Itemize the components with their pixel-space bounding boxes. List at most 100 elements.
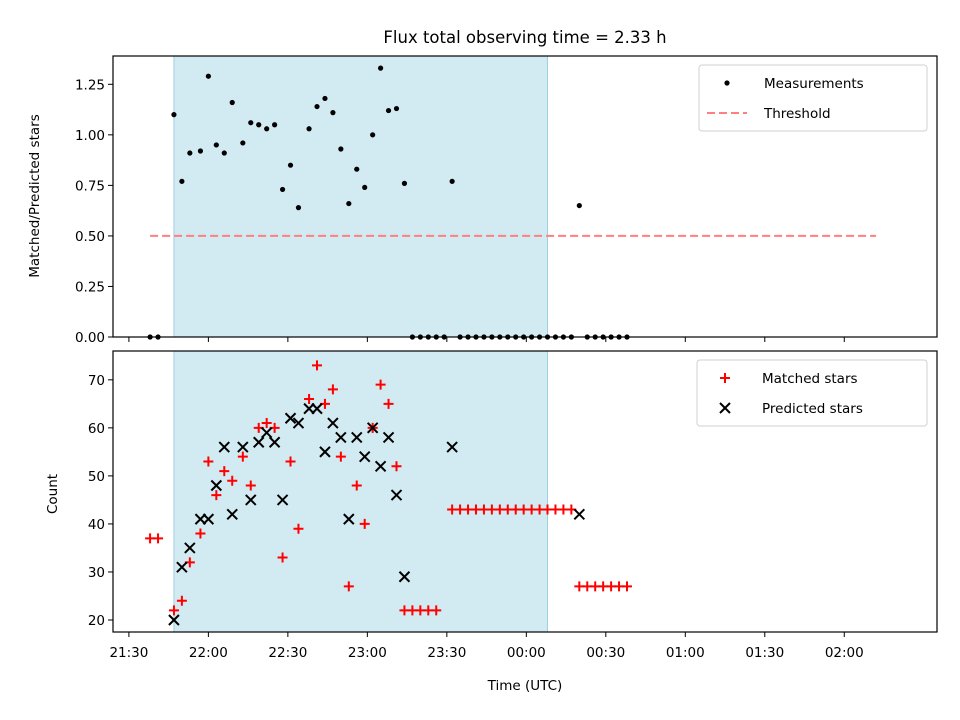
data-point — [393, 105, 400, 112]
data-point — [227, 475, 238, 486]
data-point — [187, 150, 193, 156]
data-point — [375, 379, 386, 390]
data-point — [245, 494, 257, 506]
data-point — [248, 120, 254, 126]
data-point — [311, 402, 323, 415]
x-tick-label: 00:00 — [507, 645, 546, 661]
data-point — [304, 394, 315, 405]
bottom-y-axis-label: Count — [45, 474, 61, 514]
x-tick-label: 22:00 — [189, 645, 228, 661]
data-point — [622, 581, 633, 592]
data-point — [153, 533, 164, 544]
data-point — [221, 150, 227, 156]
series-predicted-stars — [168, 402, 586, 626]
data-point — [229, 99, 235, 106]
data-point — [261, 418, 272, 429]
data-point — [573, 508, 586, 521]
data-point — [390, 489, 403, 501]
legend-marker — [719, 402, 731, 414]
data-point — [391, 461, 402, 472]
data-point — [171, 112, 177, 118]
data-point — [245, 480, 256, 491]
x-tick-label: 02:00 — [825, 645, 864, 661]
data-point — [449, 178, 455, 184]
y-tick-label: 0.25 — [75, 279, 105, 295]
data-point — [287, 162, 294, 168]
data-point — [378, 65, 384, 71]
x-tick-label: 23:30 — [427, 645, 466, 661]
y-tick-label: 30 — [88, 565, 105, 581]
data-point — [197, 148, 204, 154]
data-point — [253, 436, 265, 448]
y-tick-label: 0.00 — [75, 330, 105, 346]
data-point — [446, 441, 458, 453]
legend: Measurements Threshold — [698, 64, 928, 132]
data-point — [330, 110, 336, 116]
observing-span — [173, 55, 549, 338]
data-point — [268, 436, 281, 448]
y-tick-label: 40 — [88, 517, 105, 533]
data-point — [237, 451, 248, 462]
data-point — [210, 479, 223, 492]
panel-2: 21:30 22:00 22:30 23:00 23:30 00:00 00:30 01:00… — [88, 350, 938, 661]
data-point — [359, 518, 370, 529]
data-point — [306, 126, 312, 132]
data-point — [264, 126, 270, 132]
legend-marker — [720, 373, 730, 383]
data-point — [277, 552, 288, 563]
data-point — [237, 441, 249, 453]
data-point — [322, 95, 328, 102]
y-tick-label: 70 — [88, 373, 105, 389]
data-point — [195, 528, 206, 539]
y-tick-label: 1.25 — [75, 77, 105, 93]
data-point — [240, 140, 246, 146]
data-point — [576, 202, 582, 209]
data-point — [226, 508, 238, 521]
data-point — [284, 412, 297, 424]
data-point — [362, 184, 368, 191]
x-axis-label: Time (UTC) — [487, 678, 563, 694]
legend-box — [698, 64, 928, 132]
data-point — [179, 178, 185, 184]
plot-frame — [112, 55, 938, 338]
data-point — [218, 441, 230, 453]
x-tick-label: 22:30 — [268, 645, 307, 661]
data-point — [383, 398, 394, 409]
data-point — [168, 605, 179, 616]
data-point — [351, 431, 363, 444]
data-point — [260, 426, 273, 439]
data-point — [279, 186, 286, 193]
data-point — [327, 384, 338, 395]
legend-label: Threshold — [763, 106, 831, 122]
y-tick-label: 0.75 — [75, 178, 105, 194]
y-tick-label: 60 — [88, 421, 105, 437]
data-point — [343, 581, 354, 592]
legend-label: Matched stars — [762, 371, 858, 387]
data-point — [370, 132, 376, 138]
data-point — [285, 456, 296, 467]
data-point — [276, 494, 289, 506]
top-y-axis-label: Matched/Predicted stars — [27, 114, 43, 277]
data-point — [335, 431, 347, 444]
data-point — [374, 460, 387, 472]
data-point — [382, 431, 395, 444]
data-point — [203, 456, 214, 467]
legend-label: Predicted stars — [762, 401, 863, 417]
data-point — [272, 122, 278, 128]
data-point — [343, 513, 355, 525]
data-point — [293, 523, 304, 534]
data-point — [385, 107, 392, 114]
data-point — [314, 103, 320, 110]
data-point — [176, 595, 187, 606]
data-point — [431, 605, 442, 616]
x-tick-label: 01:00 — [666, 645, 705, 661]
legend: Matched stars Predicted stars — [696, 359, 928, 427]
data-point — [401, 180, 408, 186]
y-tick-label: 20 — [88, 613, 105, 629]
data-point — [295, 205, 302, 211]
data-point — [205, 73, 211, 79]
data-point — [346, 200, 352, 207]
legend-label: Measurements — [764, 76, 864, 92]
x-tick-label: 23:00 — [348, 645, 387, 661]
y-tick-label: 0.50 — [75, 229, 105, 245]
